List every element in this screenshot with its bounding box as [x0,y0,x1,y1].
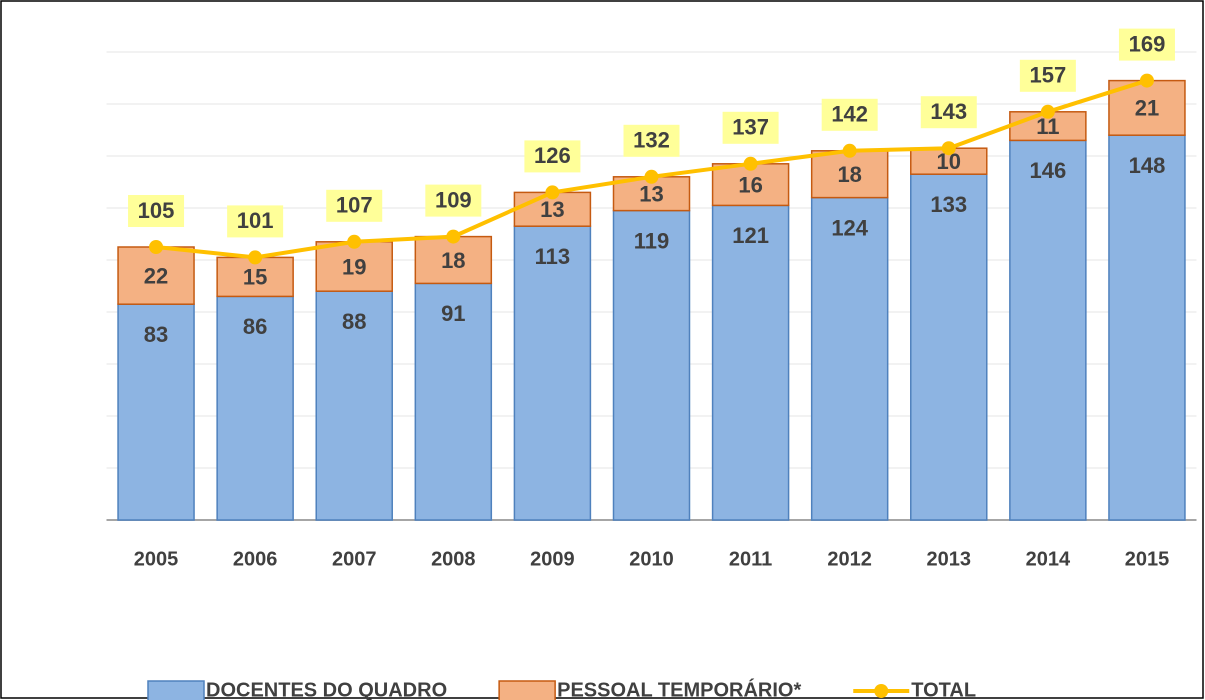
bar-segment [117,246,195,305]
data-label: 126 [534,143,571,168]
label-box [227,205,284,238]
bar-segment [910,173,988,521]
x-tick-label: 2015 [1125,548,1170,570]
legend-swatch [147,680,205,700]
total-marker [149,240,164,254]
x-tick-label: 2007 [332,548,377,570]
bar-segment [414,282,493,521]
x-tick-label: 2011 [729,548,772,570]
label-box [1019,59,1076,92]
bar-segment [513,225,592,521]
label-box [128,195,185,227]
data-label: 143 [930,99,967,124]
data-label: 18 [837,162,861,187]
bar-segment [315,290,393,521]
bar-segment [315,241,393,292]
x-tick-label: 2010 [629,548,674,570]
data-label: 16 [738,172,762,197]
data-label: 124 [831,215,868,240]
label-box [623,124,680,157]
legend-swatch [874,684,889,698]
data-label: 83 [144,322,168,347]
data-label: 148 [1129,153,1166,178]
data-label: 18 [441,248,465,273]
data-label: 107 [336,193,373,218]
data-label: 11 [1036,114,1059,139]
x-tick-label: 2005 [134,548,179,570]
legend-label: DOCENTES DO QUADRO [206,679,447,700]
data-label: 101 [237,208,274,233]
total-marker [1139,73,1154,88]
data-label: 109 [435,187,472,212]
data-label: 13 [540,197,564,222]
data-label: 19 [342,254,366,279]
label-box [722,111,779,144]
total-marker [347,234,362,249]
data-label: 21 [1135,96,1159,121]
x-tick-label: 2014 [1026,548,1071,570]
bar-segment [711,204,790,521]
label-box [425,184,482,217]
data-label: 133 [930,192,967,217]
x-tick-label: 2008 [431,548,476,570]
legend-swatch [498,680,556,700]
total-marker [545,185,560,200]
data-label: 137 [732,115,769,140]
bar-segment [612,209,691,521]
x-tick-label: 2009 [530,548,575,570]
label-box [1118,28,1175,61]
data-label: 146 [1030,158,1067,183]
data-label: 142 [831,102,868,127]
x-tick-label: 2006 [233,548,278,570]
total-marker [1040,104,1055,119]
data-label: 119 [634,228,670,253]
bar-segment [216,295,294,521]
data-label: 121 [732,223,769,248]
total-marker [842,143,857,158]
total-marker [743,156,758,171]
data-label: 132 [633,128,670,153]
x-tick-label: 2013 [927,548,972,570]
bar-segment [117,303,195,521]
data-label: 13 [639,182,663,207]
bar-segment [810,196,889,521]
legend-label: TOTAL [911,679,976,700]
legend-label: PESSOAL TEMPORÁRIO* [557,678,801,700]
label-box [524,140,581,173]
total-marker [248,250,263,265]
bar-segment [1009,139,1087,521]
bar-segment [810,150,889,199]
data-label: 169 [1129,31,1166,56]
label-box [920,96,977,129]
data-label: 15 [243,265,267,290]
data-label: 86 [243,314,267,339]
total-marker [644,169,659,184]
total-marker [446,229,461,244]
x-tick-label: 2012 [827,548,872,570]
total-marker [941,141,956,156]
bar-segment [414,235,493,285]
data-label: 22 [144,263,168,288]
data-label: 88 [342,309,366,334]
data-label: 157 [1030,63,1067,88]
data-label: 105 [138,198,175,223]
bar-segment [1108,134,1186,521]
label-box [821,98,878,131]
data-label: 10 [937,149,961,174]
data-label: 113 [535,244,571,269]
label-box [326,189,383,222]
data-label: 91 [441,301,465,326]
